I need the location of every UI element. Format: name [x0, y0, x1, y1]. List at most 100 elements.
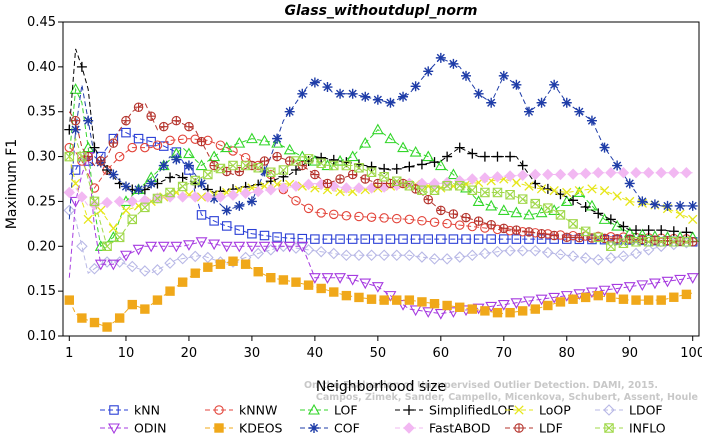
legend-item-ldof: LDOF	[595, 403, 663, 418]
data-point-ldof	[642, 244, 655, 256]
data-point-simplifiedlof	[442, 151, 453, 162]
data-point-kdeos	[177, 277, 188, 287]
data-point-simplifiedlof	[102, 165, 113, 176]
data-point-lof	[472, 195, 485, 206]
data-point-cof	[523, 106, 534, 117]
data-point-lof	[69, 83, 82, 94]
data-point-cof	[158, 160, 169, 171]
data-point-knnw	[606, 232, 616, 242]
data-point-kdeos	[656, 295, 666, 305]
data-point-loop	[562, 187, 572, 198]
data-point-kdeos	[240, 259, 251, 269]
data-point-cof	[372, 94, 383, 105]
data-point-knnw	[203, 135, 213, 146]
data-point-odin	[132, 244, 145, 256]
data-point-inflo	[190, 175, 200, 186]
data-point-odin	[371, 282, 384, 293]
data-point-ldf	[373, 178, 383, 189]
data-point-simplifiedlof	[681, 227, 692, 238]
data-point-ldof	[567, 250, 579, 262]
data-point-simplifiedlof	[429, 157, 440, 168]
data-point-ldf	[96, 156, 106, 166]
data-point-cof	[612, 160, 623, 171]
data-point-inflo	[681, 237, 692, 247]
data-point-lof	[346, 150, 359, 162]
data-point-cof	[637, 196, 648, 207]
data-point-ldof	[403, 249, 416, 262]
data-point-ldof	[390, 249, 403, 262]
data-point-kdeos	[492, 307, 503, 318]
data-point-fastabod	[353, 182, 365, 194]
data-point-knn	[360, 234, 371, 244]
data-point-odin	[120, 250, 132, 262]
data-point-cof	[448, 58, 459, 69]
data-point-ldof	[302, 244, 315, 256]
data-point-ldf	[272, 151, 282, 162]
data-point-simplifiedlof	[290, 165, 301, 176]
data-point-cof	[146, 178, 157, 189]
data-point-simplifiedlof	[76, 61, 87, 72]
data-point-inflo	[89, 196, 100, 207]
data-point-odin	[308, 273, 321, 284]
y-tick-label: 0.35	[27, 105, 56, 120]
legend-marker	[514, 423, 524, 433]
x-tick-label: 10	[118, 346, 135, 361]
data-point-knn	[473, 234, 484, 244]
legend-item-simplifiedlof: SimplifiedLOF	[395, 403, 515, 418]
data-point-inflo	[417, 185, 427, 195]
data-point-cof	[423, 66, 434, 77]
data-point-knn	[121, 127, 131, 138]
data-point-odin	[334, 273, 347, 284]
data-point-simplifiedlof	[643, 225, 654, 236]
data-point-knn	[221, 221, 232, 231]
legend-marker	[108, 423, 120, 434]
data-point-kdeos	[568, 294, 578, 304]
data-point-kdeos	[89, 317, 100, 328]
data-point-ldf	[146, 111, 156, 121]
series-ldf	[68, 101, 698, 247]
data-point-cof	[108, 169, 119, 180]
data-point-knn	[247, 228, 257, 239]
data-point-fastabod	[328, 180, 340, 192]
data-point-inflo	[102, 241, 112, 252]
data-point-cof	[498, 70, 509, 81]
data-point-fastabod	[491, 171, 504, 183]
legend-marker	[308, 403, 320, 415]
data-point-inflo	[379, 172, 389, 182]
data-point-cof	[259, 166, 270, 177]
data-point-lof	[510, 206, 523, 218]
data-point-knnw	[366, 212, 377, 222]
data-point-simplifiedlof	[618, 221, 629, 232]
data-point-fastabod	[605, 167, 617, 179]
data-point-cof	[398, 91, 409, 102]
data-point-inflo	[152, 193, 163, 204]
data-point-cof	[687, 200, 698, 211]
data-point-ldf	[524, 227, 534, 237]
legend-item-fastabod: FastABOD	[395, 421, 491, 434]
data-point-ldf	[562, 232, 572, 243]
data-point-fastabod	[428, 177, 441, 190]
data-point-ldof	[113, 256, 126, 268]
data-point-loop	[83, 214, 93, 225]
data-point-odin	[661, 276, 674, 288]
data-point-lof	[497, 204, 510, 215]
data-point-simplifiedlof	[316, 152, 327, 163]
data-point-cof	[511, 79, 522, 90]
data-point-inflo	[303, 154, 314, 164]
data-point-ldf	[536, 228, 547, 239]
data-point-inflo	[291, 156, 301, 166]
y-tick-label: 0.10	[27, 329, 56, 344]
data-point-odin	[447, 307, 460, 318]
data-point-knnw	[530, 228, 541, 238]
data-point-knn	[423, 234, 433, 244]
data-point-cof	[649, 199, 660, 210]
data-point-ldof	[453, 251, 466, 263]
data-point-inflo	[492, 187, 503, 198]
data-point-cof	[473, 88, 484, 99]
data-point-ldof	[76, 240, 88, 253]
x-tick-label: 60	[433, 346, 450, 361]
data-point-ldof	[202, 251, 214, 264]
y-tick-label: 0.15	[27, 284, 56, 299]
data-point-ldf	[574, 232, 585, 243]
data-point-inflo	[669, 237, 679, 247]
